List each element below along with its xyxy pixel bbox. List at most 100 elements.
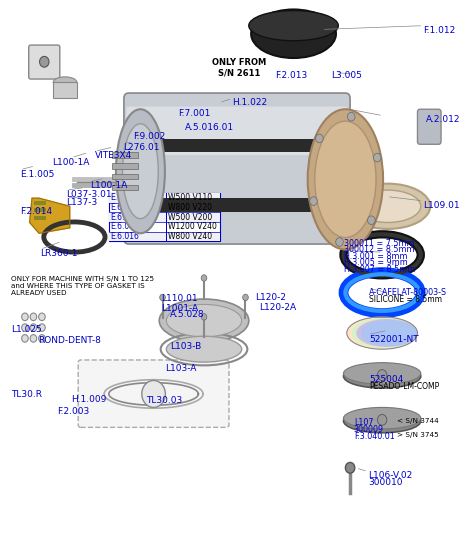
Bar: [109, 212, 219, 222]
Text: ROND-DENT-8: ROND-DENT-8: [38, 335, 101, 345]
Text: W800 V220: W800 V220: [168, 203, 212, 212]
Text: W800 V240: W800 V240: [168, 232, 212, 241]
Ellipse shape: [159, 299, 249, 342]
Text: W500 V200: W500 V200: [168, 212, 212, 222]
Text: VITE3X4: VITE3X4: [95, 151, 132, 160]
Text: L100-1A: L100-1A: [90, 182, 128, 190]
Text: A-CAFELAT-80003-S: A-CAFELAT-80003-S: [369, 288, 447, 297]
Ellipse shape: [251, 9, 336, 58]
Ellipse shape: [355, 190, 421, 222]
Text: H.3.005 = 9mm: H.3.005 = 9mm: [345, 258, 408, 267]
Bar: [35, 208, 46, 212]
Ellipse shape: [122, 124, 158, 218]
Text: L120-2: L120-2: [255, 293, 286, 301]
Ellipse shape: [116, 109, 165, 233]
Text: E.6.015: E.6.015: [111, 222, 139, 231]
Text: L107: L107: [354, 418, 374, 427]
Ellipse shape: [344, 408, 421, 429]
Text: H.3.001 = 8mm: H.3.001 = 8mm: [345, 251, 408, 261]
Circle shape: [374, 153, 381, 162]
Text: F.2.013: F.2.013: [275, 72, 307, 81]
Polygon shape: [30, 198, 70, 233]
Circle shape: [201, 314, 207, 320]
Text: SILICONE = 8.5mm: SILICONE = 8.5mm: [369, 295, 442, 304]
Text: L3.005: L3.005: [331, 72, 362, 81]
Text: TL30.03: TL30.03: [146, 396, 183, 405]
Text: L109.01: L109.01: [423, 201, 460, 210]
Text: ONLY FOR MACHINE WITH S/N 1 TO 125
and WHERE THIS TYPE OF GASKET IS
ALREADY USED: ONLY FOR MACHINE WITH S/N 1 TO 125 and W…: [11, 276, 154, 296]
Text: L137-3: L137-3: [66, 198, 98, 207]
Ellipse shape: [361, 320, 418, 346]
Text: TL30.R: TL30.R: [11, 390, 42, 398]
Text: < S/N 3744: < S/N 3744: [397, 418, 439, 424]
Bar: [112, 185, 138, 190]
Ellipse shape: [356, 319, 418, 347]
Circle shape: [22, 324, 28, 331]
Circle shape: [30, 313, 36, 321]
Text: L103-A: L103-A: [165, 364, 197, 373]
Text: L103-B: L103-B: [170, 342, 201, 351]
FancyBboxPatch shape: [126, 107, 348, 155]
Circle shape: [38, 313, 45, 321]
Circle shape: [377, 370, 387, 380]
Text: L276.01: L276.01: [123, 143, 159, 152]
Bar: [109, 231, 219, 241]
Circle shape: [22, 313, 28, 321]
Circle shape: [39, 56, 49, 67]
Circle shape: [336, 238, 343, 246]
Text: F.3.040.01: F.3.040.01: [354, 431, 395, 441]
Text: A.5.028: A.5.028: [170, 310, 205, 319]
Text: LR360-1: LR360-1: [40, 249, 78, 259]
Text: F.7.001: F.7.001: [178, 109, 210, 118]
Ellipse shape: [352, 318, 418, 348]
Text: F.9.002: F.9.002: [133, 132, 165, 141]
Circle shape: [160, 294, 165, 301]
Ellipse shape: [344, 364, 421, 388]
Ellipse shape: [344, 409, 421, 433]
Circle shape: [22, 334, 28, 342]
Text: 300012 = 8.5mm: 300012 = 8.5mm: [345, 245, 415, 254]
Text: A.5.016.01: A.5.016.01: [185, 122, 234, 132]
Text: L120-2A: L120-2A: [260, 304, 297, 312]
Ellipse shape: [308, 109, 383, 249]
Text: 300010: 300010: [368, 478, 402, 487]
Circle shape: [347, 112, 355, 121]
Circle shape: [346, 462, 355, 473]
Text: E.6.016: E.6.016: [111, 232, 139, 241]
Text: F.2.003: F.2.003: [57, 407, 89, 416]
Text: W1200 V240: W1200 V240: [168, 222, 217, 231]
Bar: [53, 82, 77, 99]
FancyBboxPatch shape: [418, 109, 441, 144]
Bar: [109, 193, 219, 203]
Ellipse shape: [166, 305, 242, 337]
Text: E.1.005: E.1.005: [20, 170, 55, 179]
Circle shape: [377, 415, 387, 425]
Text: L1001-A: L1001-A: [161, 305, 198, 313]
Text: > S/N 3745: > S/N 3745: [397, 431, 439, 438]
Text: E.6.006.02: E.6.006.02: [111, 212, 152, 222]
Text: L106-V.02: L106-V.02: [368, 470, 412, 480]
Ellipse shape: [53, 77, 77, 88]
Text: 300009: 300009: [354, 425, 384, 434]
Text: W500 V110: W500 V110: [168, 193, 212, 202]
Circle shape: [30, 324, 36, 331]
Text: F.1.012: F.1.012: [423, 25, 456, 35]
Ellipse shape: [346, 184, 430, 229]
Circle shape: [316, 134, 323, 143]
Circle shape: [38, 334, 45, 342]
Circle shape: [38, 324, 45, 331]
Ellipse shape: [344, 363, 421, 384]
Ellipse shape: [315, 121, 376, 237]
Text: L100-1A: L100-1A: [52, 158, 90, 167]
Bar: [109, 193, 219, 241]
Text: PESADO-LM-COMP: PESADO-LM-COMP: [369, 382, 439, 391]
Text: H.1.009: H.1.009: [71, 395, 107, 404]
Circle shape: [30, 334, 36, 342]
Bar: [112, 174, 138, 179]
FancyBboxPatch shape: [124, 93, 350, 244]
Circle shape: [201, 275, 207, 281]
Bar: [143, 198, 322, 212]
Ellipse shape: [347, 317, 418, 349]
Ellipse shape: [249, 10, 338, 41]
Text: 525004: 525004: [369, 375, 403, 384]
